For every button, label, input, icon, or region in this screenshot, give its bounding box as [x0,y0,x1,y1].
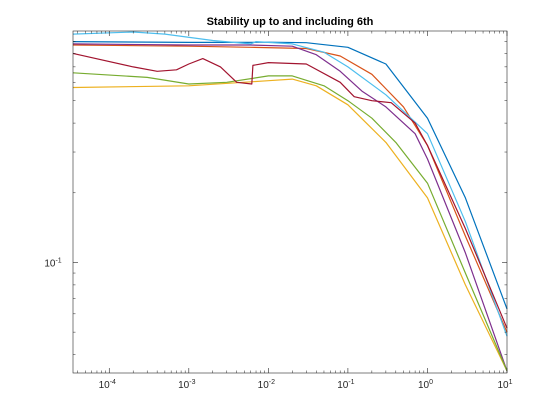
x-tick-label: 10-2 [258,379,275,391]
series-line-4 [72,43,508,372]
series-line-2 [72,44,508,333]
chart-title: Stability up to and including 6th [207,16,374,28]
axes-box [72,30,508,374]
series-line-1 [72,41,508,310]
series-layer [72,31,508,372]
y-tick-label: 10-1 [44,257,61,269]
series-line-6 [72,31,508,337]
x-tick-label: 10-4 [99,379,116,391]
x-tick-label: 100 [418,379,433,391]
plot-area [73,31,507,373]
x-tick-label: 101 [497,379,512,391]
series-line-3 [72,78,508,372]
x-tick-label: 10-1 [337,379,354,391]
x-tick-label: 10-3 [178,379,195,391]
ticks-layer: 10-4 10-3 10-2 10-1 100 101 10-1 [44,31,513,391]
series-line-7 [72,52,508,329]
series-line-5 [72,72,508,372]
